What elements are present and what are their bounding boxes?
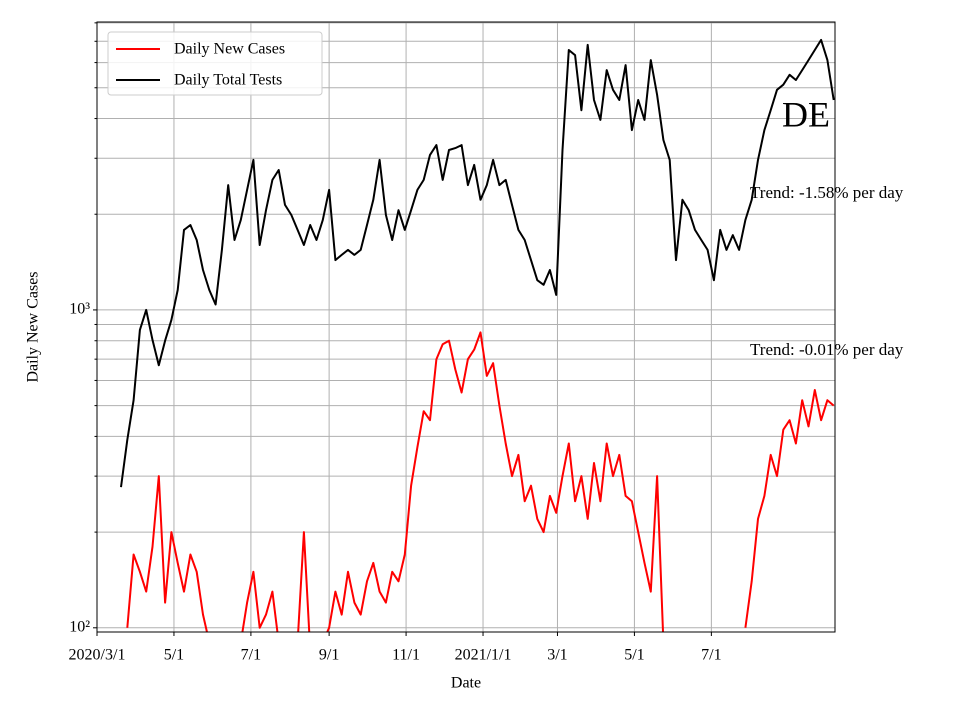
annotation: Trend: -0.01% per day [750,340,904,359]
plot-area [120,38,835,632]
x-axis-label: Date [451,675,481,692]
data-line [120,38,835,488]
x-tick-label: 2021/1/1 [455,647,512,664]
x-tick-label: 2020/3/1 [69,647,126,664]
annotation: DE [782,94,830,134]
y-axis-label: Daily New Cases [25,271,42,382]
legend-label: Daily New Cases [174,41,285,58]
x-tick-label: 5/1 [624,647,644,664]
legend: Daily New Cases Daily Total Tests [107,31,323,96]
y-tick-label: 10² [69,618,90,635]
y-tick-label: 10³ [69,301,90,318]
x-tick-label: 5/1 [164,647,184,664]
x-tick-label: 7/1 [701,647,721,664]
axes-frame [96,21,836,633]
x-tick-label: 9/1 [319,647,339,664]
data-line [126,331,835,632]
annotation: Trend: -1.58% per day [750,183,904,202]
x-tick-label: 11/1 [392,647,420,664]
x-tick-label: 7/1 [241,647,261,664]
ticks: 10² 10³ 2020/3/1 5/1 7/1 9/1 11/1 2021/1/1 3/1 5/… [69,22,722,664]
legend-label: Daily Total Tests [174,72,282,89]
legend-box [107,31,323,96]
x-tick-label: 3/1 [547,647,567,664]
grid [96,22,835,632]
